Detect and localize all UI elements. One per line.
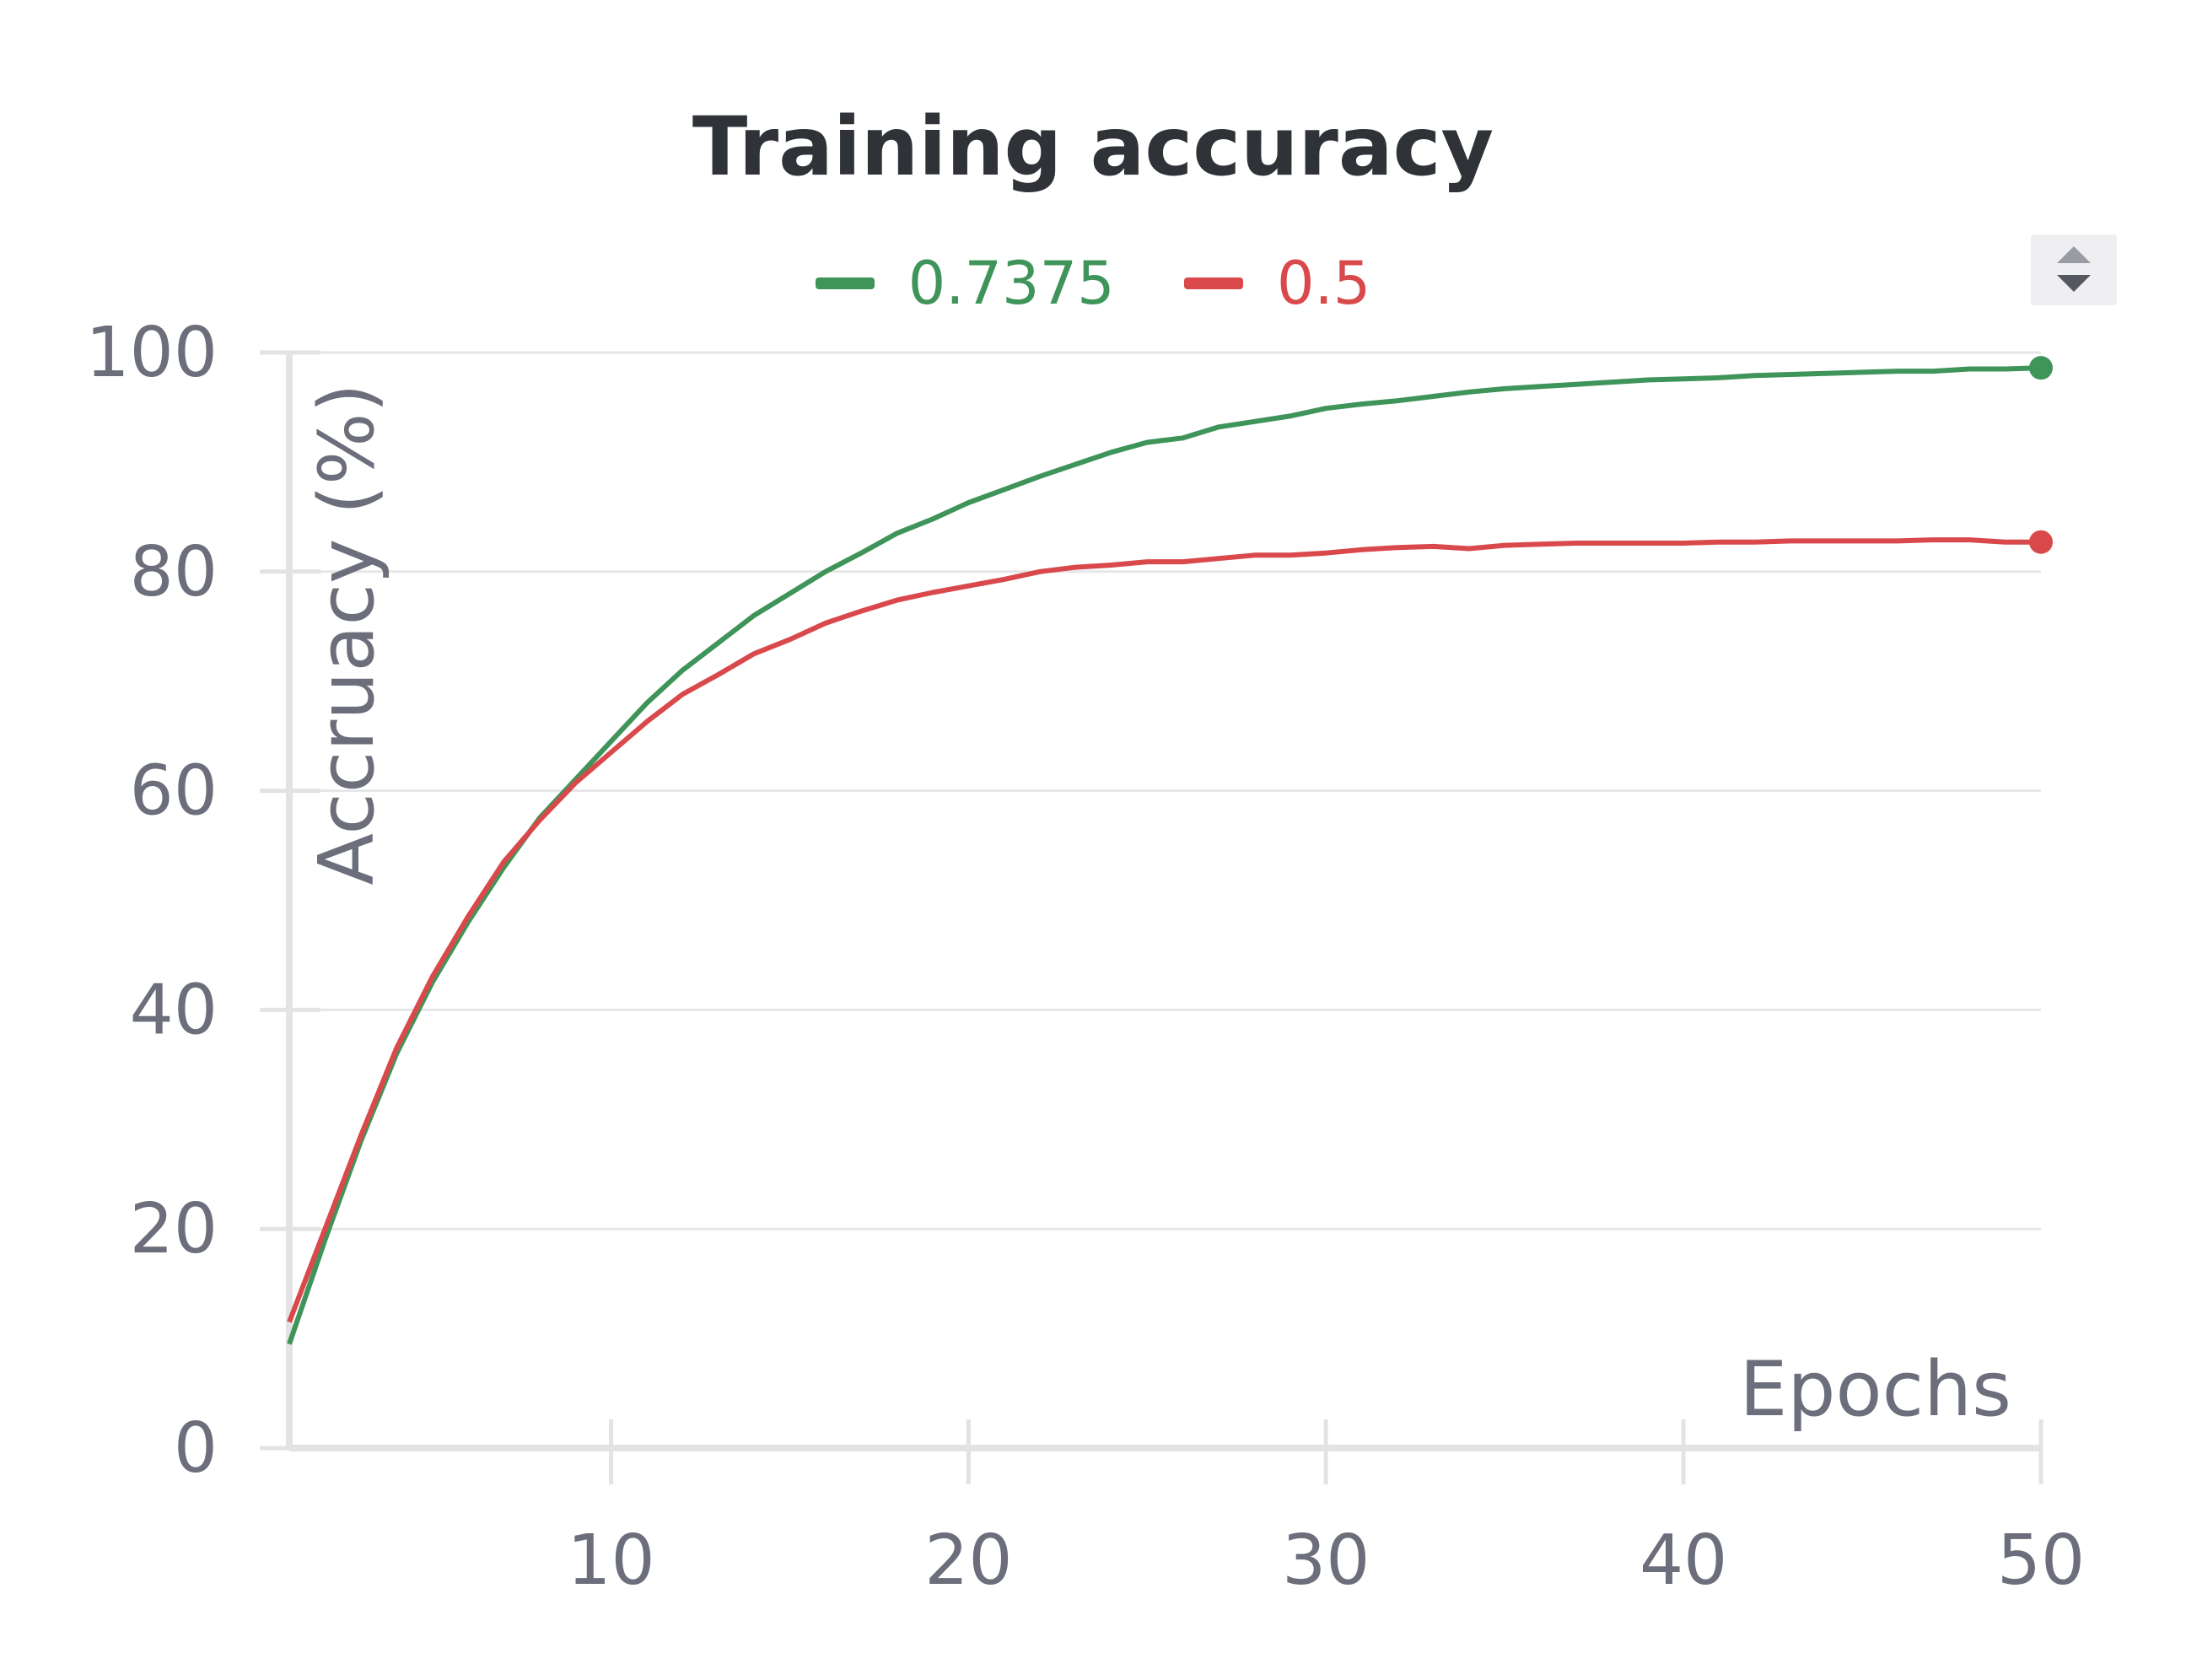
x-tick-label-20: 20 [924,1521,1012,1601]
x-tick-label-30: 30 [1282,1521,1370,1601]
y-tick-label-20: 20 [130,1189,218,1269]
legend-label-series-1: 0.7375 [907,249,1115,318]
chart-title: Training accuracy [692,100,1494,194]
legend-label-series-2: 0.5 [1276,249,1371,318]
legend-scroll-spinner[interactable] [2031,234,2117,305]
legend: 0.7375 0.5 [0,234,2186,318]
legend-item-series-2[interactable]: 0.5 [1183,249,1371,318]
legend-item-series-1[interactable]: 0.7375 [815,249,1115,318]
x-tick-label-10: 10 [567,1521,654,1601]
series-endpoint-2 [2029,530,2053,554]
x-axis-label: Epochs [1740,1345,2011,1434]
axes [286,353,2041,1451]
triangle-down-icon[interactable] [2057,275,2091,292]
triangle-up-icon[interactable] [2057,246,2091,263]
y-ticks: 0 20 40 60 80 100 [85,313,320,1489]
grid-lines [289,351,2041,1230]
x-ticks: 10 20 30 40 50 [567,1419,2085,1601]
x-tick-label-50: 50 [1997,1521,2085,1601]
series-line-1 [287,365,2042,1345]
y-axis-label: Accruacy (%) [303,383,391,885]
legend-swatch-series-1 [815,277,875,289]
x-tick-label-40: 40 [1640,1521,1727,1601]
y-tick-label-40: 40 [130,970,218,1050]
series-endpoint-1 [2029,356,2053,380]
y-tick-label-100: 100 [85,313,218,393]
series-line-2 [287,537,2041,1323]
y-tick-label-80: 80 [130,532,218,612]
series-lines [287,356,2053,1345]
y-tick-label-0: 0 [174,1408,218,1489]
legend-swatch-series-2 [1183,277,1243,289]
y-tick-label-60: 60 [130,751,218,832]
